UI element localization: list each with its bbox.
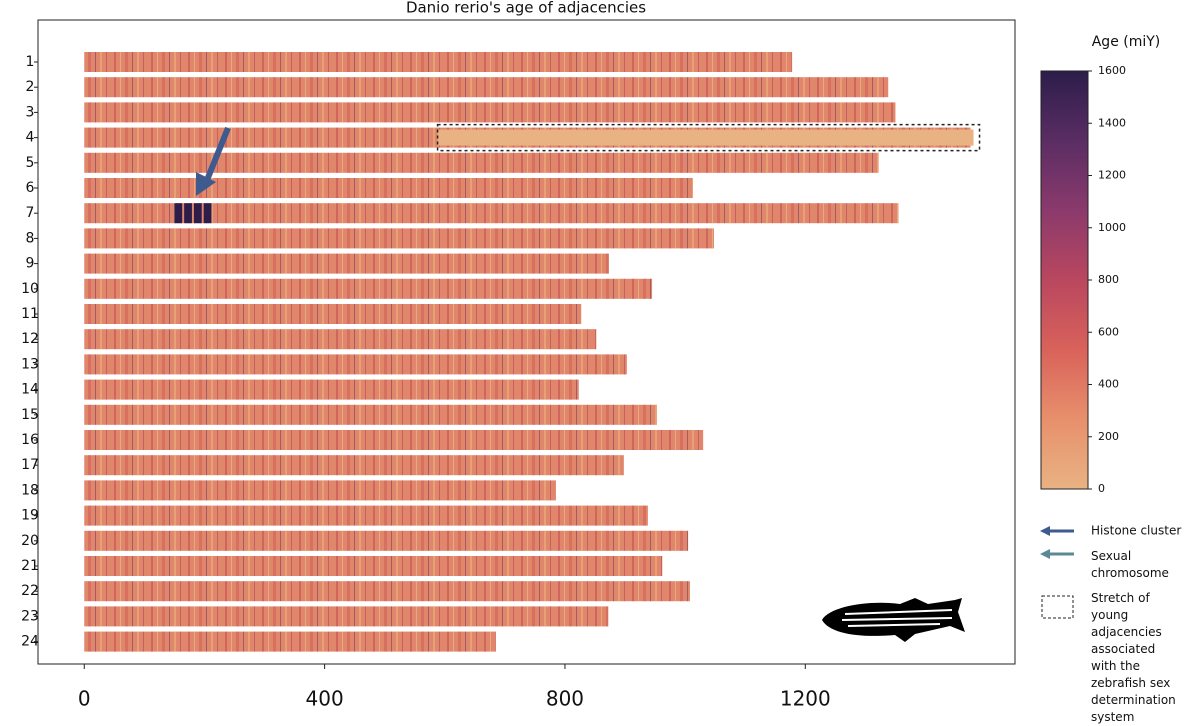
colorbar-tick-label: 1400 [1098, 116, 1126, 129]
chromosome-texture [84, 278, 653, 299]
chromosome-texture [84, 556, 663, 576]
legend-label: Histone cluster [1091, 524, 1181, 538]
chromosome-texture [84, 530, 689, 551]
y-tick-label: 23 [21, 608, 39, 624]
x-tick-label: 1200 [780, 687, 831, 711]
y-tick-label: 8 [26, 230, 35, 246]
chromosome-texture [84, 329, 597, 350]
y-tick-label: 4 [26, 130, 35, 146]
y-tick-label: 19 [21, 508, 39, 524]
y-tick-label: 22 [21, 583, 39, 599]
colorbar-tick-label: 1000 [1098, 221, 1126, 234]
chromosome-texture [84, 379, 579, 400]
chromosome-texture [84, 581, 690, 602]
y-tick-label: 15 [21, 407, 39, 423]
chromosome-texture [84, 430, 704, 450]
y-tick-label: 14 [21, 382, 39, 398]
chromosome-texture [84, 152, 879, 173]
y-tick-label: 10 [21, 281, 39, 297]
x-tick-label: 800 [546, 687, 584, 711]
chromosome-texture [84, 304, 582, 324]
chromosome-texture [84, 203, 899, 224]
histone-segment [193, 203, 202, 224]
colorbar-tick-label: 0 [1098, 482, 1105, 495]
chromosome-texture [84, 52, 793, 72]
y-tick-label: 24 [21, 634, 39, 650]
y-tick-label: 7 [26, 205, 35, 221]
young-stretch-box [436, 123, 981, 152]
young-stretch-fill [437, 129, 974, 146]
y-tick-label: 16 [21, 432, 39, 448]
colorbar-tick-label: 1200 [1098, 169, 1126, 182]
chromosome-texture [84, 102, 896, 123]
legend-arrowhead [1040, 549, 1050, 559]
y-tick-label: 6 [26, 180, 35, 196]
histone-arrowhead [196, 172, 216, 196]
legend-label: Sexual chromosome [1091, 549, 1169, 580]
chromosome-texture [84, 253, 609, 274]
chromosome-texture [84, 178, 693, 198]
legend-dashed-box [1041, 595, 1074, 619]
colorbar-tick-label: 800 [1098, 273, 1119, 286]
chromosome-texture [84, 354, 627, 375]
histone-segment [184, 203, 192, 224]
chromosome-texture [84, 505, 648, 526]
y-tick-label: 2 [26, 79, 35, 95]
chromosome-texture [84, 77, 889, 98]
y-tick-label: 17 [21, 457, 39, 473]
y-tick-label: 12 [21, 331, 39, 347]
colorbar-tick-label: 600 [1098, 325, 1119, 338]
chart-title: Danio rerio's age of adjacencies [406, 0, 646, 17]
colorbar-tick-label: 400 [1098, 378, 1119, 391]
colorbar-tick-label: 200 [1098, 430, 1119, 443]
plot-frame [37, 19, 1016, 665]
x-tick-label: 0 [78, 687, 91, 711]
histone-segment [203, 203, 212, 224]
colorbar-title: Age (miY) [1092, 34, 1161, 50]
y-tick-label: 3 [26, 104, 35, 120]
chromosome-texture [84, 228, 714, 249]
colorbar [1040, 70, 1089, 490]
y-tick-label: 5 [26, 155, 35, 171]
chromosome-texture [84, 404, 657, 425]
histone-segment [174, 203, 183, 224]
y-tick-label: 20 [21, 533, 39, 549]
y-tick-label: 21 [21, 558, 39, 574]
x-tick-label: 400 [306, 687, 344, 711]
y-tick-label: 9 [26, 256, 35, 272]
y-tick-label: 11 [21, 306, 39, 322]
histone-arrow [202, 126, 231, 187]
y-tick-label: 13 [21, 356, 39, 372]
chromosome-texture [84, 455, 624, 476]
chromosome-texture [84, 480, 556, 501]
chromosome-texture [84, 631, 496, 652]
chromosome-texture [84, 606, 609, 627]
legend-label: Stretch of young adjacencies associated with… [1091, 591, 1176, 724]
y-tick-label: 1 [26, 54, 35, 70]
colorbar-tick-label: 1600 [1098, 64, 1126, 77]
y-tick-label: 18 [21, 482, 39, 498]
fish-icon [822, 598, 965, 642]
legend-arrowhead [1040, 526, 1050, 536]
